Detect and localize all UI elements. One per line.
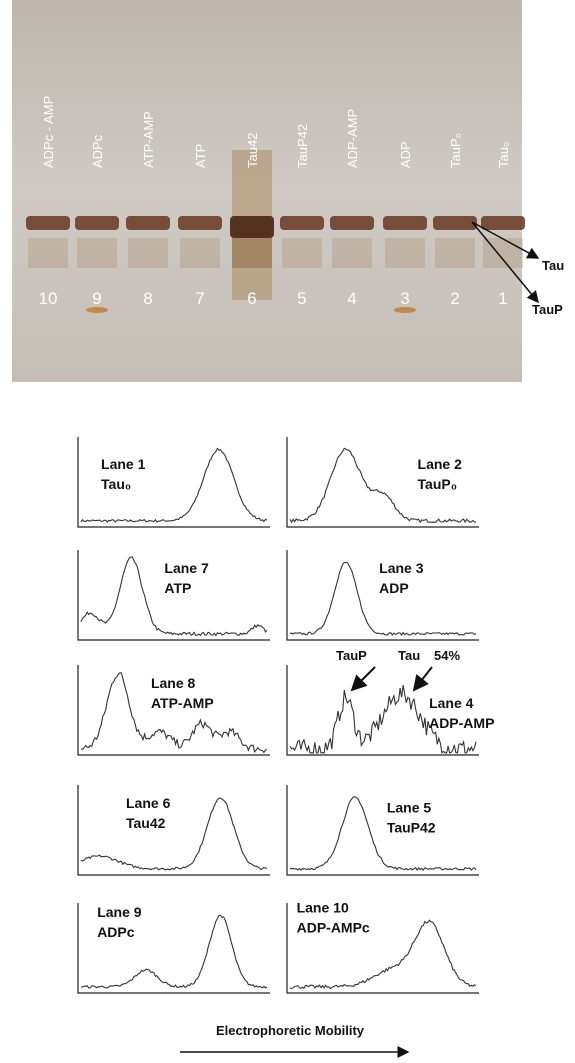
trace [289, 919, 477, 990]
panel-lane: Lane 5 [387, 800, 432, 816]
band [126, 216, 170, 230]
band [77, 238, 117, 268]
lane-label: ATP [193, 144, 208, 168]
panel-sample: ATP-AMP [151, 695, 214, 711]
lane-number: 10 [39, 289, 58, 308]
band [385, 238, 425, 268]
panel-sample: Tau₀ [101, 476, 131, 492]
lane-number: 5 [297, 289, 306, 308]
band-label: Tau [542, 258, 564, 273]
panel-sample: ATP [164, 580, 191, 596]
panel-axes [286, 665, 479, 756]
spot [86, 307, 108, 313]
panel-lane: Lane 4 [429, 695, 474, 711]
band [332, 238, 372, 268]
trace [289, 796, 477, 871]
arrow [471, 221, 540, 259]
band [180, 238, 220, 268]
lane-number: 7 [195, 289, 204, 308]
gel-content: ADPc - AMP 10 ADPc 9 ATP-AMP 8 ATP 7 Tau42 6 TauP4… [26, 96, 525, 313]
panel-axes [77, 785, 270, 876]
band [178, 216, 222, 230]
lane-label: Tau42 [245, 133, 260, 168]
panel-axes [77, 437, 270, 528]
panel-sample: ADP [379, 580, 409, 596]
panel-lane: Lane 2 [418, 456, 463, 472]
band-label: TauP [532, 302, 563, 317]
lane-label: ATP-AMP [141, 111, 156, 168]
band [232, 238, 272, 268]
lane-label: ADPc [90, 134, 105, 168]
band [26, 216, 70, 230]
lane-number: 6 [247, 289, 256, 308]
lane-label: TauP₀ [448, 133, 463, 168]
band [28, 238, 68, 268]
trace [80, 914, 268, 989]
trace [80, 556, 268, 637]
annotation: 54% [434, 648, 460, 663]
band [230, 216, 274, 238]
band [330, 216, 374, 230]
band [282, 238, 322, 268]
panel-sample: ADP-AMP [429, 715, 494, 731]
panel-lane: Lane 10 [297, 900, 349, 916]
band [75, 216, 119, 230]
band [433, 216, 477, 230]
panel-axes [286, 785, 479, 876]
panel-sample: TauP42 [387, 820, 436, 836]
trace [80, 672, 268, 754]
panel-axes [286, 550, 479, 641]
trace [289, 447, 477, 524]
band [383, 216, 427, 230]
panel-lane: Lane 8 [151, 675, 196, 691]
lane-number: 1 [498, 289, 507, 308]
lane-label: ADP [398, 141, 413, 168]
band [128, 238, 168, 268]
panel-axes [77, 903, 270, 994]
arrow [471, 221, 539, 304]
trace [289, 561, 477, 636]
panel-axes [77, 665, 270, 756]
panel-lane: Lane 1 [101, 456, 146, 472]
lane-label: Tau₀ [496, 142, 511, 168]
trace [80, 797, 268, 871]
lane-number: 4 [347, 289, 356, 308]
lane-label: ADP-AMP [345, 109, 360, 168]
panel-lane: Lane 7 [164, 560, 209, 576]
panel-lane: Lane 3 [379, 560, 424, 576]
panel-sample: Tau42 [126, 815, 166, 831]
spot [394, 307, 416, 313]
lane-number: 9 [92, 289, 101, 308]
panel-sample: ADPc [97, 924, 135, 940]
panels: Lane 1 Tau₀ Lane 2 TauP₀ Lane 7 ATP Lane 3 ADP L… [77, 437, 494, 994]
panel-lane: Lane 6 [126, 795, 171, 811]
panel-axes [286, 903, 479, 994]
annotation: TauP [336, 648, 367, 663]
arrow [350, 666, 376, 692]
lane-number: 8 [143, 289, 152, 308]
annotation: Tau [398, 648, 420, 663]
band [435, 238, 475, 268]
band [280, 216, 324, 230]
axis-label: Electrophoretic Mobility [216, 1023, 365, 1038]
lane-number: 3 [400, 289, 409, 308]
band [481, 216, 525, 230]
panel-axes [77, 550, 270, 641]
lane-number: 2 [450, 289, 459, 308]
trace [289, 685, 477, 754]
lane-label: TauP42 [295, 124, 310, 168]
panel-sample: ADP-AMPc [297, 920, 370, 936]
lane-label: ADPc - AMP [41, 96, 56, 168]
panel-sample: TauP₀ [418, 476, 458, 492]
panel-axes [286, 437, 479, 528]
trace [80, 447, 268, 523]
arrow [412, 666, 433, 692]
panel-lane: Lane 9 [97, 904, 142, 920]
